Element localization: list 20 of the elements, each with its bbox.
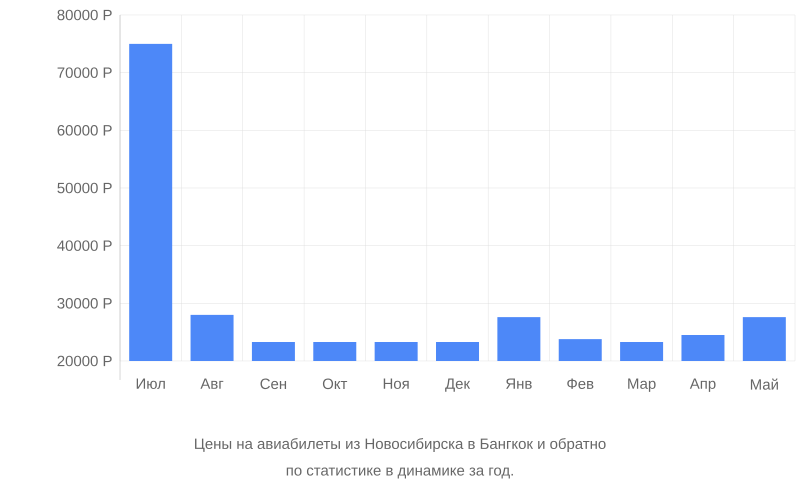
y-tick-label: 80000 Р	[57, 10, 112, 20]
x-tick-label: Окт	[322, 378, 348, 390]
y-tick-label: 70000 Р	[58, 67, 112, 78]
x-tick-label: Авг	[200, 378, 224, 389]
y-tick-label: 30000 Р	[57, 298, 112, 309]
text: по статистике в динамике за год.	[286, 467, 513, 478]
x-tick-label: Мар	[628, 378, 656, 392]
x-tick-label: Ноя	[384, 378, 409, 389]
x-tick-label: Сен	[260, 378, 286, 390]
x-tick-label: Дек	[445, 378, 470, 392]
x-tick-label: Янв	[506, 378, 532, 389]
y-tick-label: 20000 Р	[58, 356, 112, 366]
x-tick-label: Май	[750, 378, 778, 390]
y-tick-label: 40000 Р	[57, 240, 112, 251]
x-tick-label: Июл	[136, 378, 165, 389]
y-tick-label: 60000 Р	[58, 125, 112, 136]
x-tick-label: Апр	[690, 378, 716, 392]
y-tick-label: 50000 Р	[57, 182, 112, 194]
x-tick-label: Фев	[567, 378, 594, 389]
text: Цены на авиабилеты из Новосибирска в Бангкок и обратно	[195, 438, 606, 452]
